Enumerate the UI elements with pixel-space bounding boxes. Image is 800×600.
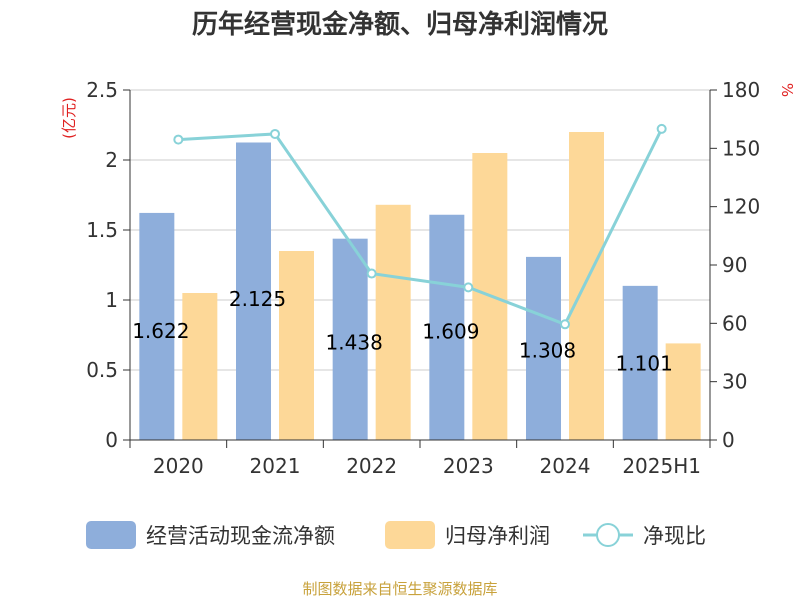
right-tick-label: 120 (722, 195, 760, 219)
cashflow-data-label: 1.609 (422, 320, 479, 344)
ratio-point (463, 282, 474, 293)
ratio-point (656, 123, 667, 134)
left-tick-label: 1.5 (86, 218, 118, 242)
right-tick-label: 90 (722, 253, 747, 277)
left-tick-label: 2.5 (86, 78, 118, 102)
net-profit-bar (665, 343, 701, 440)
cashflow-bar (139, 212, 175, 440)
bars (139, 132, 701, 440)
axes: 0 0.5 1 1.5 2 2.5 0 30 60 90 120 150 180 2020 2021 2022… (86, 78, 760, 478)
right-tick-label: 150 (722, 136, 760, 160)
left-tick-label: 0.5 (86, 358, 118, 382)
source-note: 制图数据来自恒生聚源数据库 (302, 580, 497, 598)
net-profit-bar (569, 132, 604, 440)
ratio-point (270, 128, 280, 139)
x-tick-label: 2020 (153, 454, 204, 478)
chart-title: 历年经营现金净额、归母净利润情况 (192, 9, 608, 40)
ratio-point (173, 134, 184, 145)
legend-label-cashflow: 经营活动现金流净额 (146, 524, 335, 548)
legend-swatch-cashflow (86, 521, 136, 549)
cashflow-data-label: 2.125 (229, 287, 286, 311)
cashflow-bar (622, 285, 658, 440)
ratio-line (178, 128, 664, 327)
left-tick-label: 1 (105, 288, 118, 312)
grid-lines (130, 89, 710, 371)
net-profit-bar (182, 293, 218, 440)
cashflow-bar (332, 238, 368, 440)
cashflow-bar (429, 214, 465, 440)
left-tick-label: 0 (105, 428, 118, 452)
legend-label-net-profit: 归母净利润 (445, 524, 550, 548)
legend-swatch-net-profit (385, 521, 435, 549)
ratio-line-series (173, 123, 667, 330)
x-tick-label: 2023 (443, 454, 494, 478)
legend-label-ratio: 净现比 (643, 524, 706, 548)
ratio-point (366, 268, 377, 279)
left-tick-label: 2 (105, 148, 118, 172)
right-axis-unit: % (778, 83, 796, 97)
right-tick-label: 60 (722, 311, 747, 335)
cashflow-bar (526, 256, 561, 440)
cashflow-data-label: 1.438 (326, 330, 383, 354)
x-tick-label: 2021 (250, 454, 301, 478)
x-tick-label: 2024 (540, 454, 591, 478)
right-tick-label: 0 (722, 428, 735, 452)
cashflow-data-label: 1.101 (616, 352, 673, 376)
legend: 经营活动现金流净额 归母净利润 净现比 (86, 521, 706, 549)
left-axis-unit: (亿元) (60, 97, 78, 139)
net-profit-bar (279, 251, 314, 440)
right-tick-label: 30 (722, 370, 747, 394)
right-tick-label: 180 (722, 78, 760, 102)
cashflow-data-label: 1.308 (519, 339, 576, 363)
x-tick-label: 2022 (346, 454, 397, 478)
legend-marker-ratio (596, 523, 620, 547)
data-labels: 1.622 2.125 1.438 1.609 1.308 1.101 (132, 287, 673, 376)
cashflow-bar (236, 142, 271, 440)
ratio-point (560, 319, 570, 330)
x-tick-label: 2025H1 (622, 454, 701, 478)
cashflow-data-label: 1.622 (132, 319, 189, 343)
net-profit-bar (375, 204, 411, 440)
